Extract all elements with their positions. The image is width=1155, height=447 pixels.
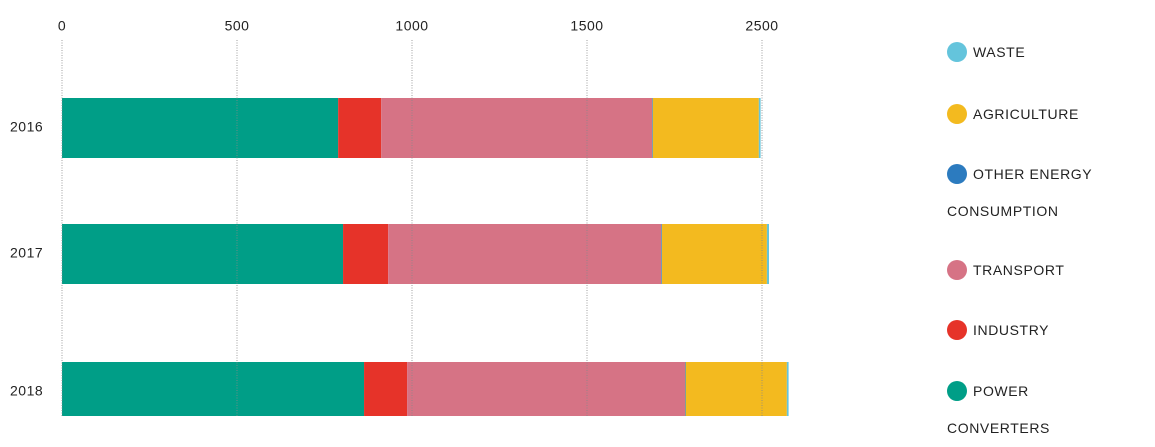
bar-segment [338,98,382,158]
bar-segment [652,98,759,158]
bar-segment [652,98,653,158]
legend-swatch [947,42,967,62]
y-tick-label: 2017 [10,245,43,261]
x-tick-label: 1500 [570,18,603,34]
x-tick-label: 1000 [395,18,428,34]
legend-item: INDUSTRY [947,312,1127,349]
legend-item: WASTE [947,34,1127,71]
legend-label: INDUSTRY [973,322,1050,338]
bar-segment [62,98,339,158]
legend-swatch [947,104,967,124]
page: 2016 2017 2018 0 500 1000 1500 2500 POWER CONVE… [10,17,1127,436]
bar-segment [62,362,365,416]
bar-segment [407,362,685,416]
legend-item: AGRICULTURE [947,96,1127,133]
chart: 2016 2017 2018 0 500 1000 1500 2500 [10,18,789,416]
legend-label: TRANSPORT [973,262,1065,278]
y-tick-label: 2018 [10,383,43,399]
legend-swatch [947,260,967,280]
x-tick-label: 2500 [745,18,778,34]
legend-item: OTHER ENERGY CONSUMPTION [947,156,1127,230]
bar-segment [758,98,761,158]
legend-item: POWER CONVERTERS [947,373,1127,447]
bar-segment [364,362,408,416]
legend-label: AGRICULTURE [973,106,1079,122]
bar-segment [661,224,767,284]
legend-label: WASTE [973,44,1026,60]
bar-segment [786,362,789,416]
legend-swatch [947,164,967,184]
x-tick-label: 0 [58,18,66,34]
legend-item: TRANSPORT [947,252,1127,289]
legend-label: OTHER ENERGY CONSUMPTION [947,166,1092,219]
bar-segment [62,224,344,284]
legend-swatch [947,381,967,401]
bar-segment [661,224,662,284]
bar-segment [766,224,769,284]
bar-segment [685,362,787,416]
x-tick-label: 500 [225,18,250,34]
bar-segment [388,224,662,284]
legend-swatch [947,320,967,340]
y-tick-label: 2016 [10,119,43,135]
bar-segment [685,362,686,416]
bar-segment [343,224,389,284]
bar-segment [381,98,653,158]
